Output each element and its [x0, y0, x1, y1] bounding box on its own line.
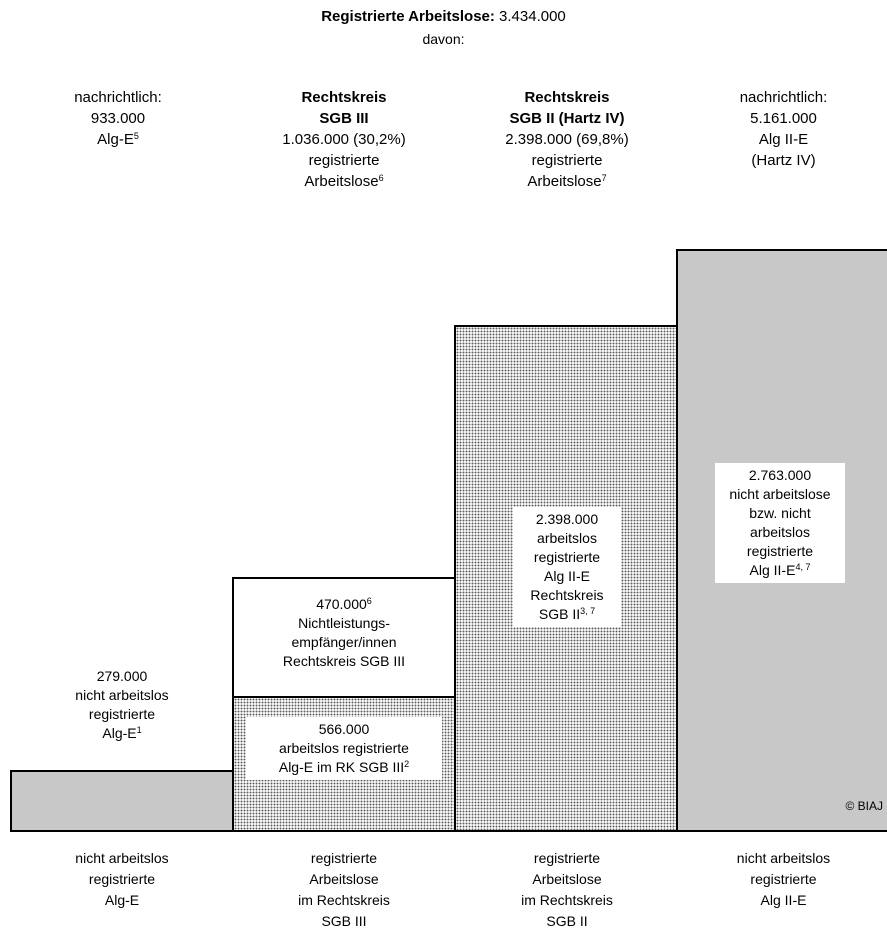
bar-alg-e-nicht-arbeitslos: [10, 770, 234, 832]
footer-line: registrierte: [533, 850, 601, 866]
label-line: Rechtskreis SGB III: [282, 653, 406, 669]
label-line: Nichtleistungs-: [298, 615, 390, 631]
footnote-mark: 2: [404, 759, 410, 769]
footnote-mark: 5: [133, 131, 139, 141]
footer-sgb2: registrierte Arbeitslose im Rechtskreis …: [454, 848, 680, 932]
label-line: nicht arbeitslos: [75, 687, 169, 703]
column-header-line: Arbeitslose6: [232, 171, 456, 192]
column-header-bold: SGB III: [319, 110, 369, 127]
diagram-subtitle: davon:: [422, 31, 465, 47]
column-header-line: Rechtskreis: [454, 87, 680, 108]
label-line: Alg-E im RK SGB III2: [251, 758, 437, 777]
column-header-alg-e: nachrichtlich: 933.000 Alg-E5: [0, 87, 236, 150]
label-line: 470.0006: [234, 595, 454, 614]
label-line: Alg II-E: [544, 568, 590, 584]
footer-line: registrierte: [310, 850, 378, 866]
column-header-line: registrierte: [531, 152, 603, 169]
label-line: Alg II-E4, 7: [720, 561, 840, 580]
column-header-line: 1.036.000 (30,2%): [282, 131, 406, 148]
column-header-sgb2: Rechtskreis SGB II (Hartz IV) 2.398.000 …: [454, 87, 680, 192]
label-text: Alg II-E: [749, 562, 796, 578]
column-header-bold: Rechtskreis: [301, 89, 387, 106]
column-header-bold: Rechtskreis: [524, 89, 610, 106]
footer-line: registrierte: [88, 871, 156, 887]
label-text: SGB II: [538, 606, 581, 622]
column-header-line: 5.161.000: [750, 110, 817, 127]
column-header-line: SGB III: [232, 108, 456, 129]
label-line: SGB II3, 7: [518, 605, 616, 624]
column-header-text: Alg-E: [97, 131, 134, 148]
label-line: Rechtskreis: [530, 587, 604, 603]
copyright: © BIAJ: [845, 799, 883, 813]
title-label: Registrierte Arbeitslose:: [321, 8, 495, 25]
footer-line: SGB III: [321, 913, 367, 929]
column-header-line: Arbeitslose7: [454, 171, 680, 192]
footer-line: im Rechtskreis: [521, 892, 613, 908]
column-header-line: 933.000: [90, 110, 146, 127]
label-line: registrierte: [88, 706, 156, 722]
footer-line: nicht arbeitslos: [75, 850, 169, 866]
footer-line: SGB II: [546, 913, 588, 929]
column-header-line: (Hartz IV): [751, 152, 816, 169]
column-header-line: Alg-E5: [0, 129, 236, 150]
footnote-mark: 3, 7: [580, 606, 596, 616]
label-text: Alg-E im RK SGB III: [278, 759, 405, 775]
label-line: 279.000: [96, 668, 148, 684]
label-text: 470.000: [316, 596, 367, 612]
label-line: registrierte: [746, 543, 814, 559]
label-alg-e-arbeitslos: 566.000 arbeitslos registrierte Alg-E im…: [246, 717, 442, 780]
column-header-line: registrierte: [308, 152, 380, 169]
label-line: bzw. nicht: [749, 505, 811, 521]
label-text: Alg-E: [102, 725, 137, 741]
label-nichtleistungsempfaenger: 470.0006 Nichtleistungs- empfänger/innen…: [234, 595, 454, 671]
footer-alg2-e: nicht arbeitslos registrierte Alg II-E: [680, 848, 887, 911]
column-header-line: 2.398.000 (69,8%): [505, 131, 629, 148]
label-alg2-e-arbeitslos: 2.398.000 arbeitslos registrierte Alg II…: [513, 507, 621, 627]
footnote-mark: 1: [136, 725, 142, 735]
footnote-mark: 4, 7: [795, 562, 811, 572]
label-line: Alg-E1: [10, 724, 234, 743]
footnote-mark: 6: [366, 596, 372, 606]
column-header-line: SGB II (Hartz IV): [454, 108, 680, 129]
label-line: 2.398.000: [535, 511, 599, 527]
column-header-sgb3: Rechtskreis SGB III 1.036.000 (30,2%) re…: [232, 87, 456, 192]
footnote-mark: 7: [601, 173, 607, 183]
footnote-mark: 6: [378, 173, 384, 183]
footer-line: Alg II-E: [760, 892, 807, 908]
column-header-line: nachrichtlich:: [739, 89, 828, 106]
footer-line: im Rechtskreis: [298, 892, 390, 908]
footer-line: Arbeitslose: [532, 871, 602, 887]
label-line: registrierte: [533, 549, 601, 565]
column-header-text: Arbeitslose: [304, 173, 379, 190]
label-alg-e-nicht-arbeitslos: 279.000 nicht arbeitslos registrierte Al…: [10, 667, 234, 743]
footer-line: Alg-E: [104, 892, 140, 908]
column-header-line: nachrichtlich:: [74, 89, 162, 106]
bar-nichtleistungsempfaenger: [232, 577, 456, 698]
label-line: 566.000: [318, 721, 370, 737]
label-line: empfänger/innen: [291, 634, 397, 650]
column-header-bold: SGB II (Hartz IV): [509, 110, 625, 127]
footer-line: registrierte: [750, 871, 817, 887]
label-line: arbeitslos registrierte: [279, 740, 409, 756]
footer-line: nicht arbeitslos: [736, 850, 831, 866]
label-line: 2.763.000: [748, 467, 812, 483]
footer-sgb3: registrierte Arbeitslose im Rechtskreis …: [232, 848, 456, 932]
footer-line: Arbeitslose: [309, 871, 379, 887]
label-line: nicht arbeitslose: [729, 486, 831, 502]
title-value: 3.434.000: [499, 8, 566, 25]
label-alg2-e-nicht-arbeitslos: 2.763.000 nicht arbeitslose bzw. nicht a…: [715, 463, 845, 583]
column-header-line: Alg II-E: [758, 131, 809, 148]
label-line: arbeitslos: [537, 530, 597, 546]
column-header-alg2-e: nachrichtlich: 5.161.000 Alg II-E (Hartz…: [680, 87, 887, 171]
column-header-line: Rechtskreis: [232, 87, 456, 108]
label-line: arbeitslos: [750, 524, 810, 540]
column-header-text: Arbeitslose: [527, 173, 602, 190]
footer-alg-e: nicht arbeitslos registrierte Alg-E: [10, 848, 234, 911]
diagram-title: Registrierte Arbeitslose: 3.434.000: [0, 7, 887, 27]
